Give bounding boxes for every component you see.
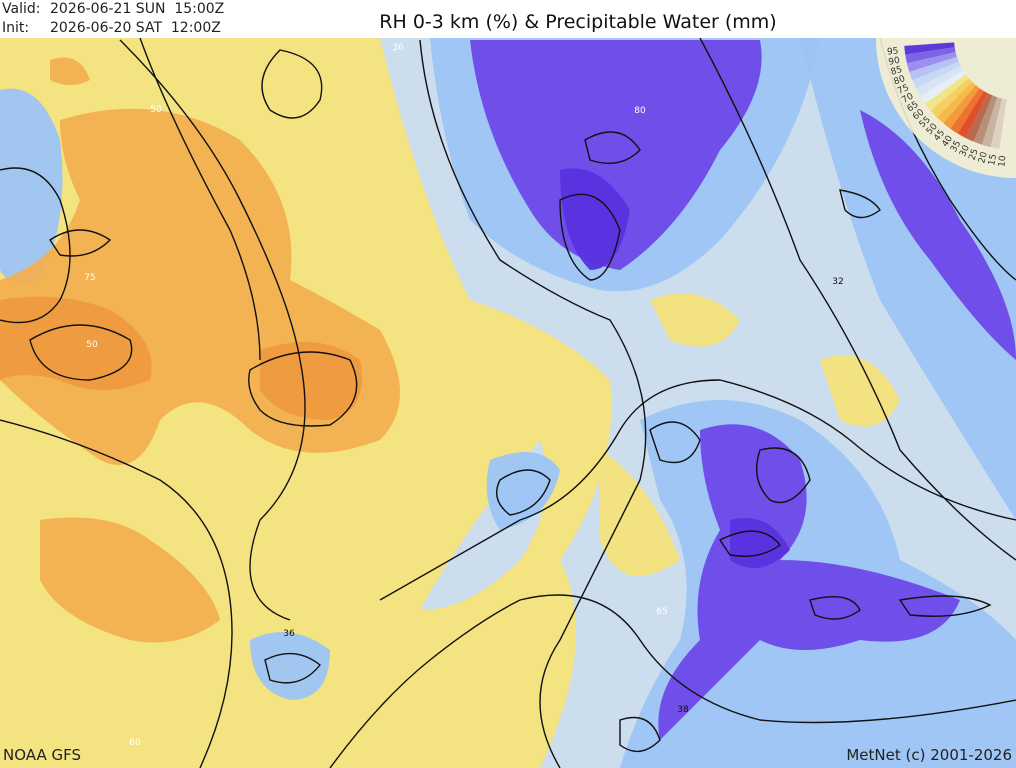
legend-swatch [904,42,955,55]
contour-label: 50 [86,340,98,350]
field-area [658,424,960,740]
contour-label: 50 [150,105,162,115]
field-area [40,57,220,643]
legend-swatch [906,52,957,72]
field-area [0,296,362,420]
field-area [560,168,790,569]
legend-swatch [905,47,956,64]
legend-label: 30 [958,144,972,159]
legend-label: 95 [887,46,899,57]
contour-line [264,652,321,684]
contour-label: 75 [84,273,95,283]
contour-line [809,596,861,620]
map-title: RH 0-3 km (%) & Precipitable Water (mm) [379,11,776,33]
legend-swatch [973,95,998,145]
legend-label: 85 [890,65,904,78]
contour-line [139,37,261,361]
contour-line [29,324,133,381]
contour-line [649,421,701,464]
header-bar [0,0,1016,38]
legend-swatch [957,90,989,138]
contour-line [898,595,992,617]
init-time: 2026-06-20 SAT 12:00Z [50,20,221,36]
legend-label: 80 [893,74,907,87]
legend-swatch [925,74,969,111]
legend-swatch [912,61,961,89]
contour-label: 80 [634,106,646,116]
contour-label: 38 [677,705,689,715]
contour-line [248,351,358,427]
legend-label: 25 [968,148,981,162]
legend-swatch [930,78,973,118]
contour-line [379,379,1016,601]
credit-label: MetNet (c) 2001-2026 [846,746,1012,764]
legend-label: 70 [900,91,915,105]
source-label: NOAA GFS [3,746,81,764]
contour-line [584,131,641,164]
contour-label: 65 [656,607,667,617]
contour-line [559,193,621,281]
legend-swatch [909,56,959,81]
legend-label: 15 [987,153,999,166]
contour-label: 60 [129,738,141,748]
contour-line [261,49,323,119]
legend-label: 20 [977,151,990,165]
contour-line [496,469,551,516]
map-fields [0,38,1016,768]
field-area [860,110,1016,360]
contour-line [699,37,1016,561]
contour-line [329,594,1016,768]
contour-line [119,39,306,621]
legend-label: 90 [888,56,901,68]
field-area [470,40,762,270]
contour-line [0,419,233,768]
legend-swatch [999,99,1012,150]
legend-swatch [920,70,966,104]
contour-label: 32 [832,277,843,287]
field-area [250,452,560,700]
contour-line [419,39,647,768]
valid-label: Valid: [2,1,40,17]
contour-label: 36 [283,629,295,639]
contour-line [0,167,71,324]
contour-line [756,447,811,504]
contour-line [839,189,881,219]
legend-label: 10 [997,155,1008,168]
legend-swatch [950,88,984,134]
field-area [0,88,63,284]
legend-swatch [965,93,993,142]
legend-label: 35 [949,139,963,154]
field-area [600,293,900,576]
contour-line [718,530,781,557]
valid-time: 2026-06-21 SUN 15:00Z [50,1,224,17]
legend-swatch [990,98,1007,149]
legend-swatch [943,85,980,129]
legend-label: 75 [896,83,911,97]
init-label: Init: [2,20,29,36]
contour-label: 36 [392,43,404,53]
contour-line [619,716,661,753]
legend-swatch [982,97,1002,148]
legend-swatch [936,81,976,124]
legend-swatch [916,65,964,97]
